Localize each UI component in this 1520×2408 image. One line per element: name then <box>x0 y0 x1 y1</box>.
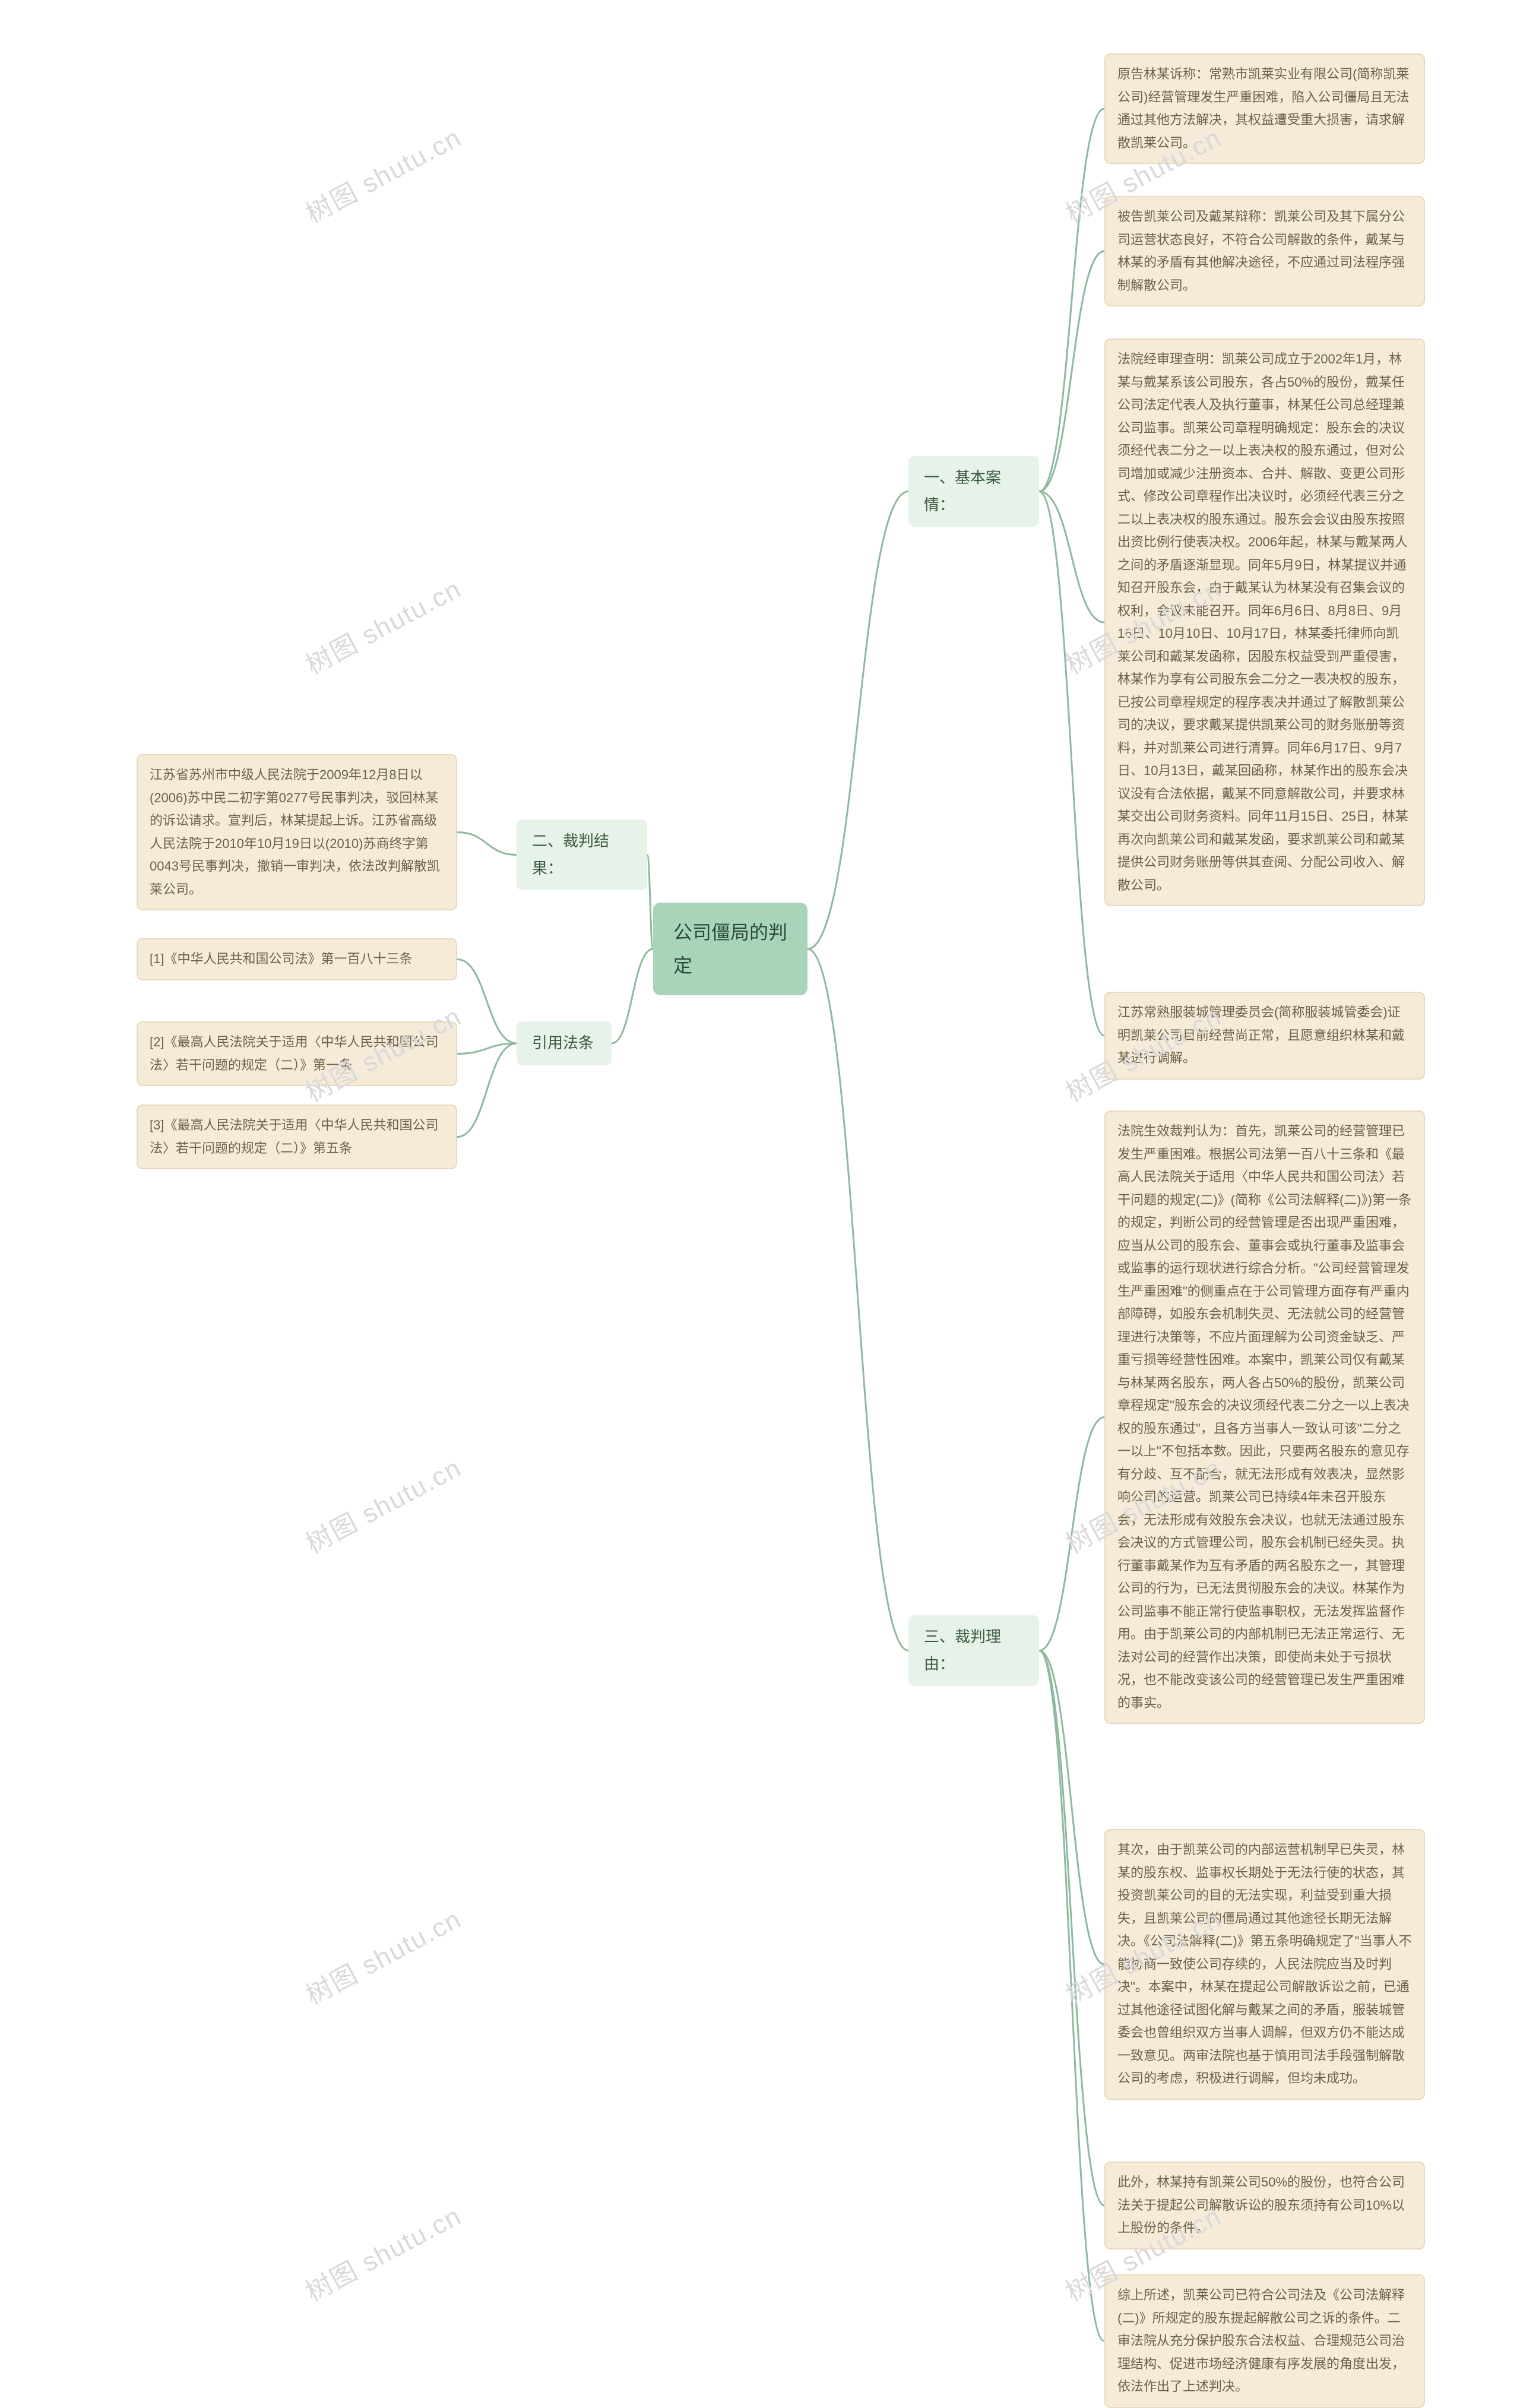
branch-cited-laws: 引用法条 <box>517 1021 612 1065</box>
connector <box>457 960 517 1044</box>
connector <box>457 1043 517 1054</box>
watermark: 树图 shutu.cn <box>298 1447 467 1561</box>
leaf-plaintiff-claim: 原告林某诉称：常熟市凯莱实业有限公司(简称凯莱公司)经营管理发生严重困难，陷入公… <box>1104 53 1425 164</box>
leaf-committee-proof: 江苏常熟服装城管理委员会(简称服装城管委会)证明凯莱公司目前经营尚正常，且愿意组… <box>1104 992 1425 1080</box>
leaf-reason-third: 此外，林某持有凯莱公司50%的股份，也符合公司法关于提起公司解散诉讼的股东须持有… <box>1104 2162 1425 2249</box>
connector <box>612 949 653 1043</box>
watermark: 树图 shutu.cn <box>298 1898 467 2012</box>
connector <box>1039 1651 1104 1965</box>
leaf-law-1: [1]《中华人民共和国公司法》第一百八十三条 <box>137 938 457 980</box>
connector <box>457 833 517 855</box>
connector <box>1039 1417 1104 1651</box>
connector <box>1039 251 1104 492</box>
leaf-reason-first: 法院生效裁判认为：首先，凯莱公司的经营管理已发生严重困难。根据公司法第一百八十三… <box>1104 1110 1425 1724</box>
connector <box>1039 1651 1104 2206</box>
branch-ruling-reason: 三、裁判理由： <box>908 1615 1039 1686</box>
connector <box>1039 109 1104 492</box>
leaf-reason-second: 其次，由于凯莱公司的内部运营机制早已失灵，林某的股东权、监事权长期处于无法行使的… <box>1104 1829 1425 2100</box>
connector <box>1039 492 1104 1036</box>
leaf-law-3: [3]《最高人民法院关于适用〈中华人民共和国公司法〉若干问题的规定（二）》第五条 <box>137 1105 457 1169</box>
connector <box>808 949 908 1651</box>
leaf-ruling-result-text: 江苏省苏州市中级人民法院于2009年12月8日以(2006)苏中民二初字第027… <box>137 754 457 910</box>
branch-ruling-result: 二、裁判结果： <box>517 819 647 890</box>
branch-basic-facts: 一、基本案情： <box>908 456 1039 527</box>
watermark: 树图 shutu.cn <box>298 116 467 230</box>
connector <box>808 492 908 950</box>
leaf-court-findings: 法院经审理查明：凯莱公司成立于2002年1月，林某与戴某系该公司股东，各占50%… <box>1104 338 1425 906</box>
leaf-law-2: [2]《最高人民法院关于适用〈中华人民共和国公司法〉若干问题的规定（二）》第一条 <box>137 1021 457 1086</box>
watermark: 树图 shutu.cn <box>298 2195 467 2309</box>
connector <box>647 855 653 950</box>
watermark: 树图 shutu.cn <box>298 568 467 682</box>
leaf-defendant-defense: 被告凯莱公司及戴某辩称：凯莱公司及其下属分公司运营状态良好，不符合公司解散的条件… <box>1104 196 1425 306</box>
connector <box>1039 492 1104 623</box>
connector <box>457 1043 517 1137</box>
leaf-reason-summary: 综上所述，凯莱公司已符合公司法及《公司法解释(二)》所规定的股东提起解散公司之诉… <box>1104 2274 1425 2408</box>
connector <box>1039 1651 1104 2341</box>
mindmap-canvas: 公司僵局的判定 一、基本案情： 二、裁判结果： 三、裁判理由： 引用法条 原告林… <box>0 0 1520 2341</box>
root-node: 公司僵局的判定 <box>653 903 808 995</box>
